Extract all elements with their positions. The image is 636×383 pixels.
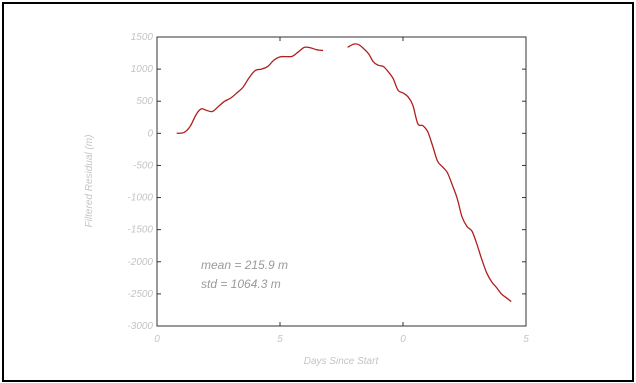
y-tick-label: -500 [133, 160, 153, 171]
x-tick-label: 5 [277, 334, 283, 345]
x-tick-label: 5 [523, 334, 529, 345]
y-tick-label: -2000 [127, 257, 153, 268]
y-tick-label: 0 [147, 128, 153, 139]
y-tick-label: -2500 [127, 289, 153, 300]
y-tick-label: 1000 [131, 64, 154, 75]
x-tick-label: 0 [154, 334, 160, 345]
residual-chart: 150010005000-500-1000-1500-2000-2500-300… [4, 4, 632, 380]
y-tick-label: -1000 [127, 193, 153, 204]
y-axis-label: Filtered Residual (m) [84, 135, 95, 228]
x-tick-label: 0 [400, 334, 406, 345]
y-tick-label: -1500 [127, 225, 153, 236]
std-annotation: std = 1064.3 m [201, 277, 281, 291]
y-tick-label: -3000 [127, 321, 153, 332]
x-axis-label: Days Since Start [304, 356, 380, 367]
mean-annotation: mean = 215.9 m [201, 258, 288, 272]
y-tick-label: 500 [136, 96, 153, 107]
y-tick-label: 1500 [131, 32, 154, 43]
